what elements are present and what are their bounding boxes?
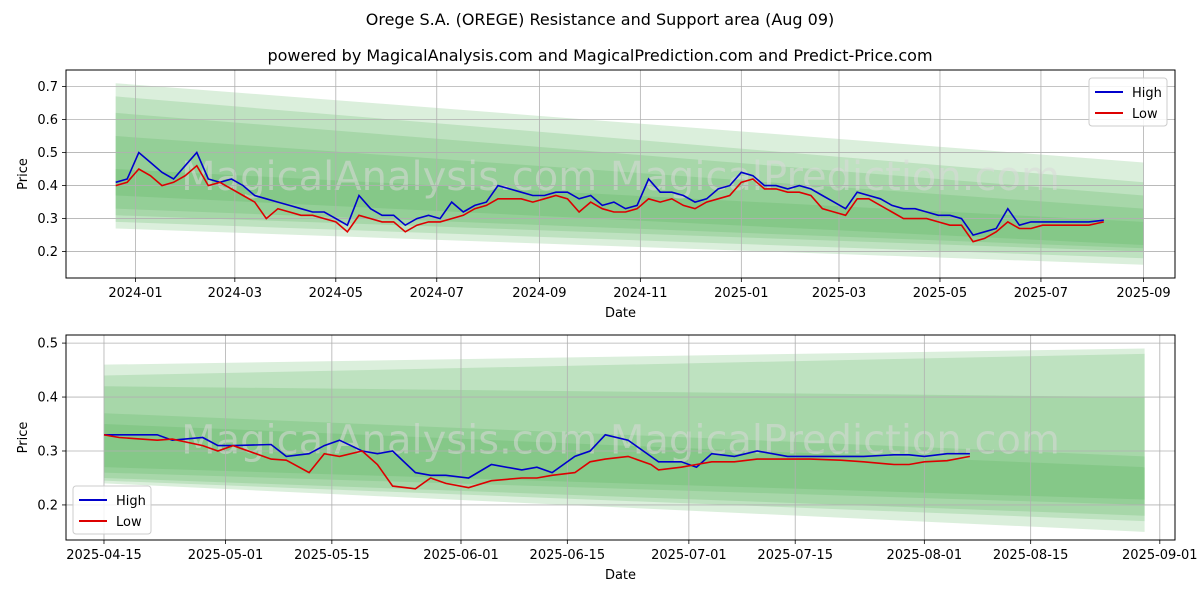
x-tick-label: 2025-08-01 bbox=[887, 548, 963, 563]
y-tick-label: 0.6 bbox=[37, 113, 58, 128]
y-axis-label: Price bbox=[16, 422, 31, 454]
support-resistance-band bbox=[115, 136, 1144, 249]
legend-label-low: Low bbox=[1132, 107, 1158, 122]
legend-label-low: Low bbox=[116, 515, 142, 530]
y-tick-label: 0.2 bbox=[37, 245, 58, 260]
series-line-low bbox=[115, 164, 1104, 243]
support-resistance-band bbox=[103, 413, 1145, 505]
x-tick-label: 2025-08-15 bbox=[993, 548, 1069, 563]
y-tick-label: 0.2 bbox=[37, 498, 58, 513]
y-tick-label: 0.7 bbox=[37, 80, 58, 95]
x-tick-label: 2025-07-15 bbox=[757, 548, 833, 563]
legend-label-high: High bbox=[1132, 86, 1162, 101]
y-tick-label: 0.4 bbox=[37, 179, 58, 194]
x-tick-label: 2024-07 bbox=[410, 286, 464, 301]
series-line-high bbox=[104, 433, 970, 479]
x-tick-label: 2024-01 bbox=[108, 286, 162, 301]
series-line-low bbox=[103, 434, 971, 490]
x-tick-label: 2025-01 bbox=[714, 286, 768, 301]
x-tick-label: 2025-05 bbox=[913, 286, 967, 301]
x-axis-label: Date bbox=[605, 306, 636, 321]
plot-frame bbox=[65, 334, 1176, 541]
chart-title: Orege S.A. (OREGE) Resistance and Suppor… bbox=[365, 10, 835, 29]
support-resistance-band bbox=[115, 96, 1144, 259]
y-tick-label: 0.4 bbox=[37, 391, 58, 406]
chart-subtitle: powered by MagicalAnalysis.com and Magic… bbox=[267, 46, 933, 65]
x-tick-label: 2025-09 bbox=[1116, 286, 1170, 301]
y-tick-label: 0.3 bbox=[37, 444, 58, 459]
x-tick-label: 2025-03 bbox=[812, 286, 866, 301]
y-tick-label: 0.5 bbox=[37, 337, 58, 352]
x-tick-label: 2024-05 bbox=[309, 286, 363, 301]
x-tick-label: 2025-06-15 bbox=[530, 548, 606, 563]
x-tick-label: 2025-07 bbox=[1014, 286, 1068, 301]
y-tick-label: 0.5 bbox=[37, 146, 58, 161]
x-axis-label: Date bbox=[605, 568, 636, 583]
x-tick-label: 2025-05-15 bbox=[294, 548, 370, 563]
y-tick-label: 0.3 bbox=[37, 212, 58, 227]
x-tick-label: 2025-07-01 bbox=[651, 548, 727, 563]
legend-label-high: High bbox=[116, 494, 146, 509]
support-resistance-band bbox=[103, 353, 1145, 522]
watermark: MagicalAnalysis.com MagicalPrediction.co… bbox=[181, 154, 1060, 200]
plot-frame bbox=[65, 69, 1176, 279]
x-tick-label: 2024-09 bbox=[512, 286, 566, 301]
support-resistance-band bbox=[115, 112, 1144, 252]
y-axis-label: Price bbox=[16, 158, 31, 190]
x-tick-label: 2025-06-01 bbox=[423, 548, 499, 563]
support-resistance-band bbox=[103, 424, 1145, 500]
support-resistance-band bbox=[103, 348, 1145, 532]
x-tick-label: 2025-05-01 bbox=[188, 548, 264, 563]
x-tick-label: 2025-09-01 bbox=[1122, 548, 1198, 563]
x-tick-label: 2024-03 bbox=[208, 286, 262, 301]
series-line-high bbox=[115, 151, 1104, 237]
x-tick-label: 2024-11 bbox=[613, 286, 667, 301]
x-tick-label: 2025-04-15 bbox=[66, 548, 142, 563]
